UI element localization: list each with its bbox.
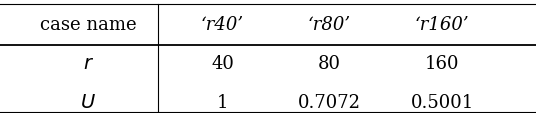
Text: 160: 160 [425,54,459,72]
Text: $U$: $U$ [80,93,96,111]
Text: ‘r80’: ‘r80’ [308,16,351,34]
Text: 1: 1 [217,93,228,111]
Text: 0.5001: 0.5001 [411,93,474,111]
Text: ‘r40’: ‘r40’ [201,16,244,34]
Text: 40: 40 [211,54,234,72]
Text: $r$: $r$ [83,54,94,72]
Text: case name: case name [40,16,137,34]
Text: ‘r160’: ‘r160’ [415,16,470,34]
Text: 80: 80 [318,54,341,72]
Text: 0.7072: 0.7072 [298,93,361,111]
